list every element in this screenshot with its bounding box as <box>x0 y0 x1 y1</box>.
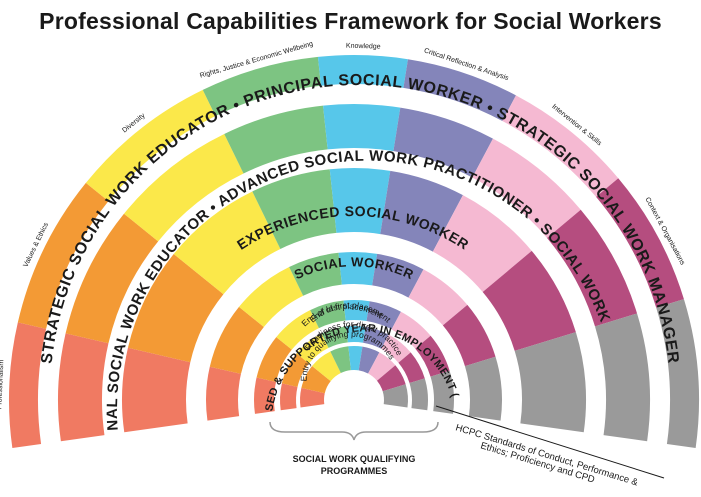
band-professionalism-ring-5 <box>57 333 109 442</box>
band-knowledge-ring-1 <box>346 326 366 343</box>
band-knowledge-ring-2 <box>343 300 370 321</box>
band-values_ethics-ring-0 <box>301 366 331 394</box>
band-critical_reflection-ring-3 <box>372 253 424 298</box>
band-values_ethics-ring-6 <box>17 182 109 329</box>
band-values_ethics-ring-1 <box>281 353 309 387</box>
capability-bands <box>8 55 700 449</box>
band-rights-ring-3 <box>289 252 342 296</box>
band-leadership-ring-5 <box>594 313 650 442</box>
band-professionalism-ring-6 <box>8 322 47 449</box>
band-values_ethics-ring-3 <box>209 306 264 374</box>
band-intervention-ring-5 <box>472 138 581 239</box>
band-values_ethics-ring-4 <box>127 253 224 363</box>
band-diversity-ring-4 <box>173 191 281 295</box>
band-knowledge-ring-4 <box>329 168 391 235</box>
band-rights-ring-1 <box>321 326 348 348</box>
band-leadership-ring-3 <box>464 356 502 421</box>
band-context-ring-4 <box>482 250 576 351</box>
band-diversity-ring-2 <box>276 310 319 350</box>
band-critical_reflection-ring-0 <box>358 346 380 374</box>
band-leadership-ring-1 <box>409 378 429 411</box>
band-rights-ring-5 <box>224 105 328 174</box>
band-diversity-ring-3 <box>238 266 304 327</box>
band-context-ring-3 <box>442 304 496 367</box>
dimension-label-professionalism: Professionalism <box>0 360 5 410</box>
band-rights-ring-4 <box>252 169 337 250</box>
band-knowledge-ring-6 <box>317 55 408 88</box>
band-diversity-ring-5 <box>123 133 244 242</box>
band-intervention-ring-6 <box>502 95 619 197</box>
band-intervention-ring-2 <box>391 311 431 349</box>
band-critical_reflection-ring-5 <box>393 107 493 178</box>
hcpc-pointer-line <box>435 405 665 479</box>
band-leadership-ring-2 <box>430 370 454 414</box>
band-intervention-ring-0 <box>368 352 396 381</box>
band-leadership-ring-6 <box>656 299 700 449</box>
band-diversity-ring-0 <box>312 351 341 382</box>
programmes-brace <box>269 421 439 441</box>
band-critical_reflection-ring-2 <box>366 301 401 330</box>
band-critical_reflection-ring-1 <box>363 326 389 349</box>
band-leadership-ring-4 <box>514 332 587 433</box>
band-rights-ring-2 <box>310 300 346 329</box>
band-intervention-ring-1 <box>381 334 411 363</box>
band-professionalism-ring-3 <box>206 366 241 421</box>
band-intervention-ring-3 <box>408 269 468 326</box>
page-title: Professional Capabilities Framework for … <box>39 8 662 34</box>
band-context-ring-2 <box>415 335 450 377</box>
band-critical_reflection-ring-6 <box>403 59 516 121</box>
band-intervention-ring-4 <box>432 195 532 293</box>
band-knowledge-ring-0 <box>348 346 363 371</box>
band-context-ring-6 <box>596 178 684 308</box>
band-context-ring-5 <box>547 209 638 327</box>
band-knowledge-ring-3 <box>338 252 378 286</box>
dimension-label-knowledge: Knowledge <box>346 43 381 51</box>
band-professionalism-ring-0 <box>299 387 325 408</box>
band-context-ring-1 <box>398 352 425 384</box>
band-values_ethics-ring-5 <box>65 213 159 344</box>
band-rights-ring-6 <box>202 56 321 116</box>
band-diversity-ring-1 <box>296 333 329 364</box>
band-professionalism-ring-4 <box>121 347 191 433</box>
band-knowledge-ring-5 <box>323 104 401 152</box>
band-leadership-ring-0 <box>382 384 408 408</box>
band-rights-ring-0 <box>330 346 351 374</box>
programmes-label-line1: SOCIAL WORK QUALIFYING <box>293 454 416 464</box>
programmes-label-line2: PROGRAMMES <box>321 466 388 476</box>
band-diversity-ring-6 <box>85 89 216 202</box>
band-professionalism-ring-1 <box>280 383 298 411</box>
band-critical_reflection-ring-4 <box>380 170 463 252</box>
band-context-ring-0 <box>376 365 406 392</box>
band-professionalism-ring-2 <box>253 377 277 414</box>
band-values_ethics-ring-2 <box>256 337 292 383</box>
